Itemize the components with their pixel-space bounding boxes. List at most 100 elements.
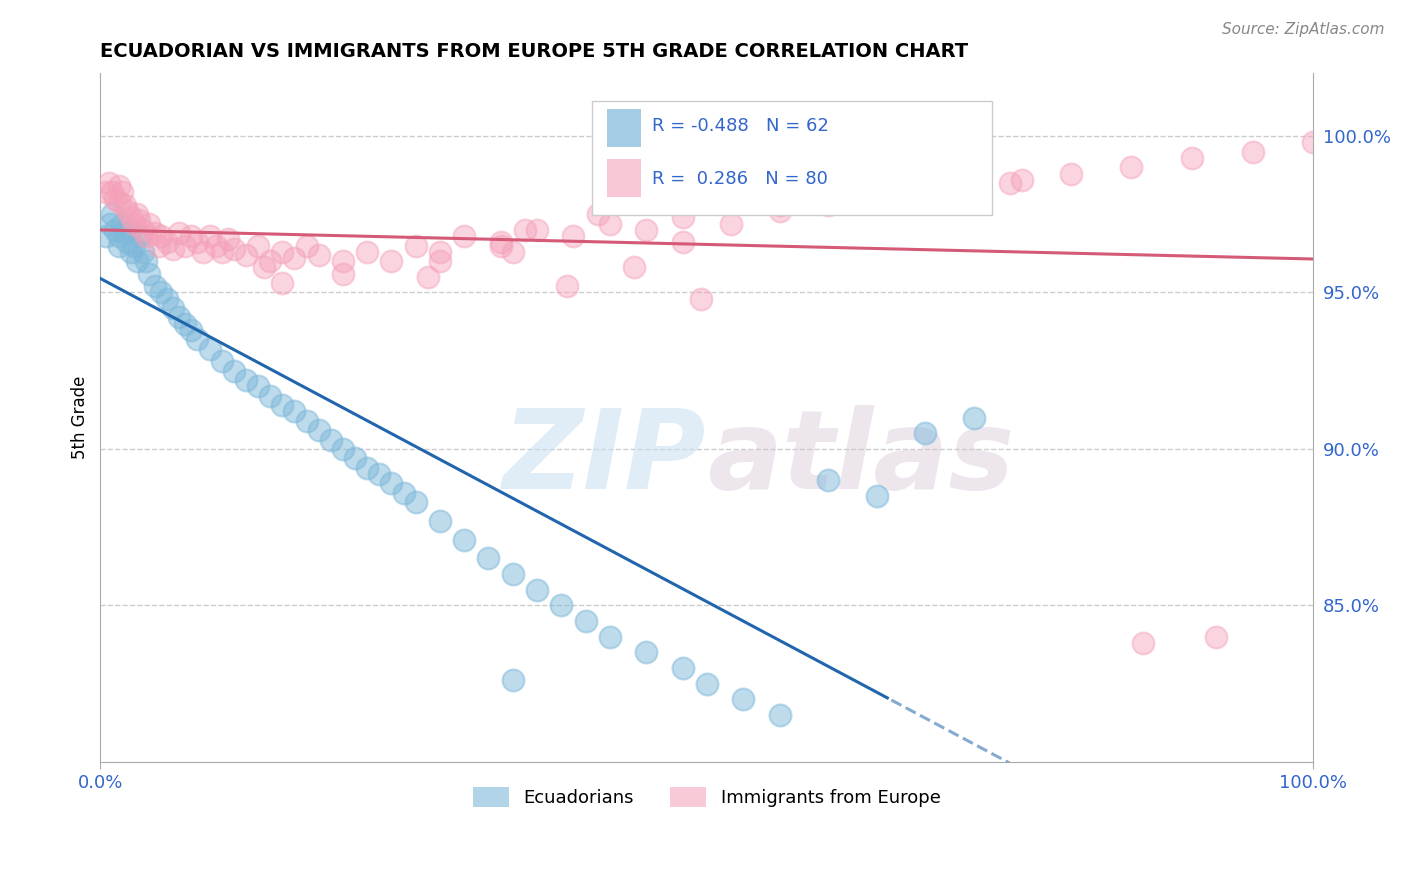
- Point: [125, 207, 148, 221]
- Point: [283, 251, 305, 265]
- Point: [429, 254, 451, 268]
- Point: [104, 192, 127, 206]
- Point: [114, 226, 136, 240]
- Text: R =  0.286   N = 80: R = 0.286 N = 80: [652, 169, 828, 188]
- Point: [671, 661, 693, 675]
- Point: [128, 213, 150, 227]
- Point: [135, 229, 157, 244]
- Point: [235, 248, 257, 262]
- Text: R = -0.488   N = 62: R = -0.488 N = 62: [652, 117, 830, 135]
- Point: [247, 238, 270, 252]
- Point: [502, 567, 524, 582]
- FancyBboxPatch shape: [592, 101, 991, 215]
- Point: [167, 310, 190, 325]
- Point: [124, 238, 146, 252]
- Point: [138, 267, 160, 281]
- Y-axis label: 5th Grade: 5th Grade: [72, 376, 89, 459]
- Point: [247, 379, 270, 393]
- Point: [150, 285, 173, 300]
- Bar: [607, 160, 641, 197]
- Point: [114, 198, 136, 212]
- Point: [1011, 173, 1033, 187]
- Point: [308, 423, 330, 437]
- Point: [380, 476, 402, 491]
- Point: [148, 238, 170, 252]
- Point: [120, 211, 142, 225]
- Point: [865, 489, 887, 503]
- Point: [768, 707, 790, 722]
- Point: [526, 223, 548, 237]
- Point: [671, 235, 693, 250]
- Point: [132, 244, 155, 259]
- Point: [186, 235, 208, 250]
- Point: [489, 238, 512, 252]
- Point: [120, 223, 142, 237]
- Point: [356, 244, 378, 259]
- Point: [319, 433, 342, 447]
- Point: [193, 244, 215, 259]
- Point: [222, 364, 245, 378]
- Point: [107, 179, 129, 194]
- Point: [998, 176, 1021, 190]
- Point: [526, 582, 548, 597]
- Point: [356, 460, 378, 475]
- Point: [162, 301, 184, 315]
- Point: [405, 495, 427, 509]
- Point: [768, 198, 790, 212]
- Point: [104, 223, 127, 237]
- Point: [120, 244, 142, 259]
- Text: Source: ZipAtlas.com: Source: ZipAtlas.com: [1222, 22, 1385, 37]
- Point: [720, 217, 742, 231]
- Point: [599, 217, 621, 231]
- Point: [111, 186, 134, 200]
- Point: [557, 279, 579, 293]
- Point: [271, 244, 294, 259]
- Point: [696, 676, 718, 690]
- Point: [963, 410, 986, 425]
- Point: [156, 292, 179, 306]
- Point: [143, 279, 166, 293]
- Legend: Ecuadorians, Immigrants from Europe: Ecuadorians, Immigrants from Europe: [465, 780, 948, 814]
- Text: atlas: atlas: [707, 405, 1014, 512]
- Point: [124, 217, 146, 231]
- Point: [489, 235, 512, 250]
- Point: [135, 254, 157, 268]
- Point: [217, 232, 239, 246]
- Point: [259, 254, 281, 268]
- Point: [1121, 161, 1143, 175]
- Point: [429, 514, 451, 528]
- Point: [1060, 167, 1083, 181]
- Point: [156, 235, 179, 250]
- Point: [368, 467, 391, 481]
- Point: [295, 414, 318, 428]
- Point: [96, 186, 118, 200]
- Point: [1302, 135, 1324, 149]
- Point: [550, 599, 572, 613]
- Point: [332, 442, 354, 456]
- Point: [180, 229, 202, 244]
- Point: [211, 354, 233, 368]
- Point: [271, 398, 294, 412]
- Point: [817, 473, 839, 487]
- Point: [733, 692, 755, 706]
- Point: [586, 207, 609, 221]
- Point: [174, 238, 197, 252]
- Point: [253, 260, 276, 275]
- Point: [167, 226, 190, 240]
- Point: [453, 533, 475, 547]
- Point: [963, 179, 986, 194]
- Point: [1181, 151, 1204, 165]
- Point: [877, 192, 900, 206]
- Point: [392, 485, 415, 500]
- Point: [198, 342, 221, 356]
- Point: [671, 211, 693, 225]
- Point: [344, 451, 367, 466]
- Point: [107, 229, 129, 244]
- Point: [295, 238, 318, 252]
- Point: [162, 242, 184, 256]
- Point: [636, 223, 658, 237]
- Point: [128, 229, 150, 244]
- Point: [180, 323, 202, 337]
- Point: [914, 186, 936, 200]
- Point: [574, 614, 596, 628]
